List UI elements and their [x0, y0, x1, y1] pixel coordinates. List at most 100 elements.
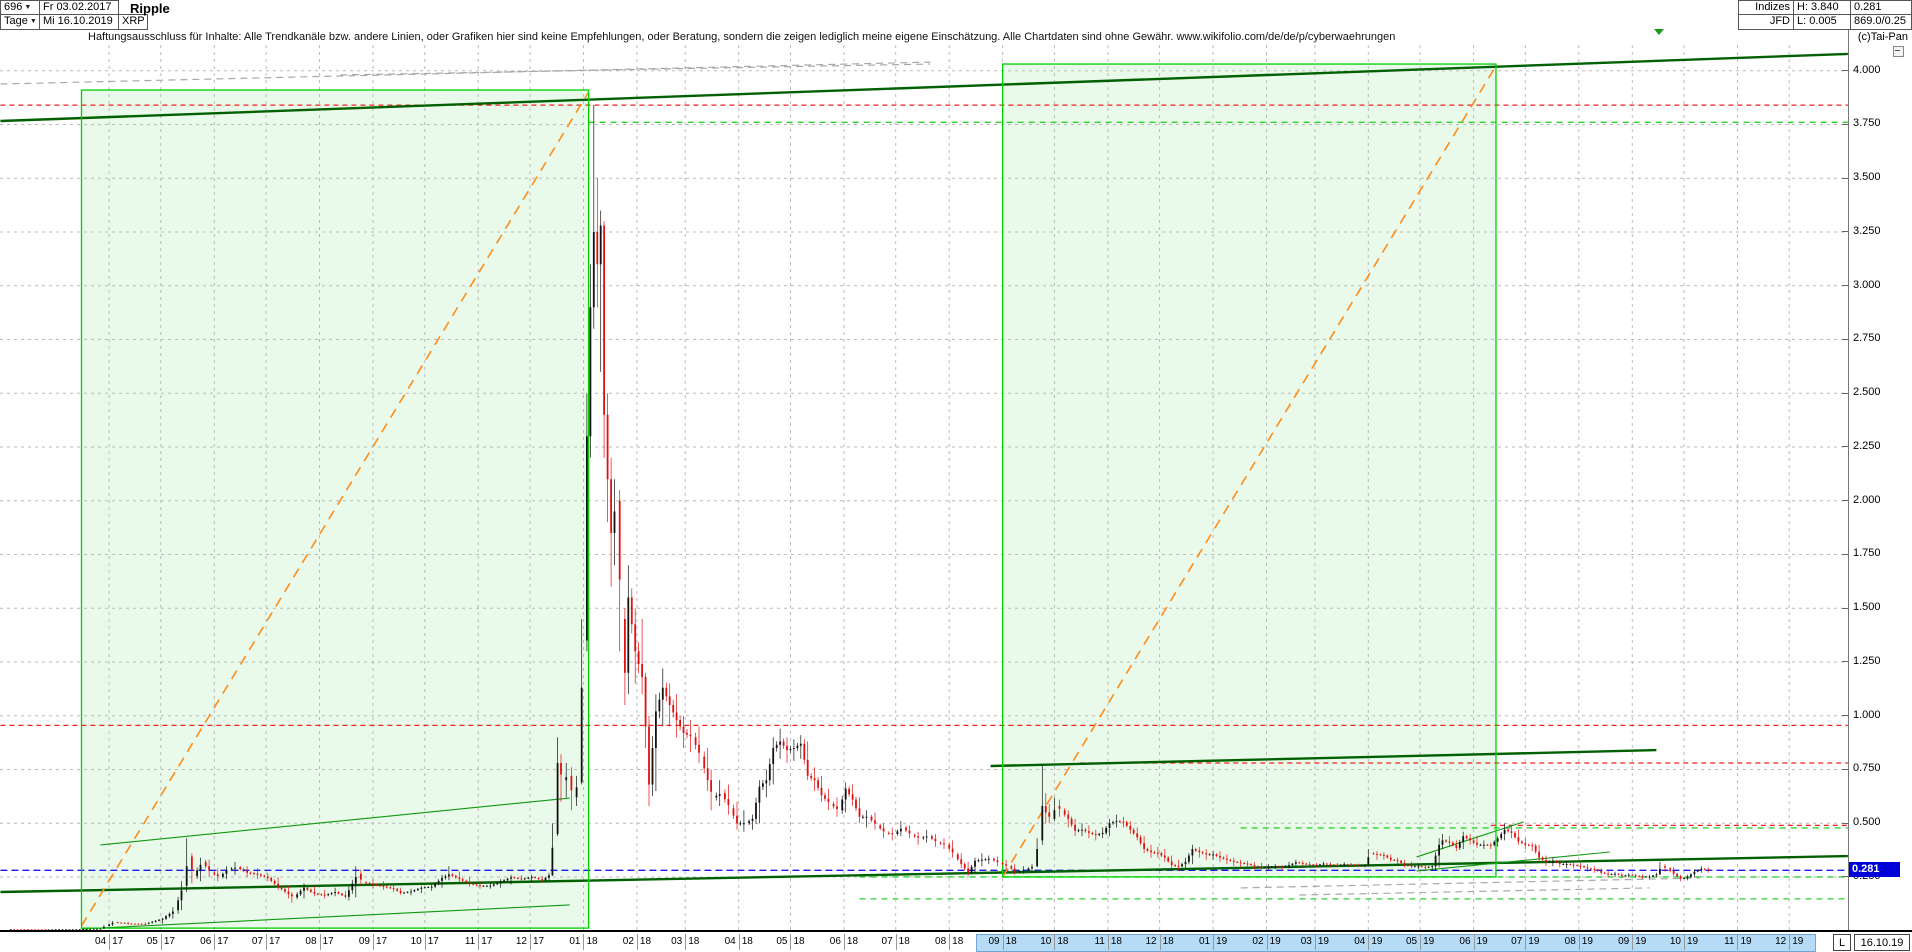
bars-count-dropdown[interactable]: 696 ▼ — [0, 0, 40, 15]
y-axis-label: 2.000 — [1853, 493, 1881, 506]
x-axis-month: 12 — [1145, 936, 1157, 947]
y-axis-tick — [1842, 822, 1848, 824]
x-axis-tick — [685, 934, 687, 950]
x-axis-year: 17 — [532, 936, 545, 947]
last-date-box: 16.10.19 — [1854, 934, 1910, 951]
x-axis-tick — [790, 934, 792, 950]
x-axis-tick — [214, 934, 216, 950]
x-axis-year: 19 — [1792, 936, 1804, 947]
y-axis-tick — [1842, 768, 1848, 770]
x-axis-month: 07 — [251, 936, 264, 947]
x-axis-year: 18 — [586, 936, 598, 947]
x-axis-tick — [1314, 934, 1316, 950]
x-axis-tick — [1684, 934, 1685, 950]
current-price-badge: 0.281 — [1849, 862, 1900, 878]
x-axis-month: 06 — [200, 936, 212, 947]
x-axis-year: 19 — [1528, 936, 1540, 947]
x-axis-year: 18 — [1057, 936, 1069, 947]
y-axis-label: 3.750 — [1853, 117, 1881, 130]
x-axis-year: 18 — [1162, 936, 1174, 947]
x-axis-year: 17 — [269, 936, 281, 947]
x-axis-month: 06 — [1459, 936, 1471, 947]
period-dropdown[interactable]: Tage ▼ — [0, 14, 40, 30]
y-axis-tick — [1842, 231, 1848, 233]
y-axis-label: 1.500 — [1853, 601, 1881, 614]
x-axis-month: 05 — [776, 936, 788, 947]
x-axis-year: 19 — [1371, 936, 1383, 947]
y-axis-label: 3.500 — [1853, 171, 1881, 184]
x-axis-tick — [1213, 934, 1215, 950]
x-axis-tick — [1578, 934, 1580, 950]
x-axis-tick — [1420, 934, 1422, 950]
y-axis-tick — [1842, 338, 1848, 340]
x-axis-month: 11 — [1094, 936, 1105, 947]
y-axis-tick — [1842, 715, 1848, 717]
x-axis-year: 18 — [846, 936, 859, 947]
y-axis-label: 1.750 — [1853, 547, 1881, 560]
scroll-down-icon[interactable] — [1654, 29, 1664, 35]
x-axis-month: 11 — [464, 936, 476, 947]
x-axis-year: 19 — [1740, 936, 1752, 947]
x-axis-tick — [843, 934, 845, 950]
x-axis-year: 19 — [1216, 936, 1228, 947]
trend-line-grn — [81, 904, 570, 930]
x-axis-month: 01 — [569, 936, 581, 947]
y-axis-label: 2.250 — [1853, 439, 1881, 452]
trend-line-orange — [1001, 65, 1497, 878]
broker-cell: JFD — [1738, 14, 1794, 30]
x-axis-month: 08 — [305, 936, 317, 947]
x-axis-year: 18 — [1005, 936, 1017, 947]
x-axis-tick — [424, 934, 426, 950]
x-axis-month: 05 — [146, 936, 158, 947]
x-axis-month: 01 — [1198, 936, 1211, 947]
x-axis-tick — [1107, 934, 1109, 950]
x-axis-month: 09 — [358, 936, 370, 947]
x-axis-year: 19 — [1317, 936, 1329, 947]
last-bar-marker: L — [1833, 934, 1851, 951]
price-chart-canvas[interactable] — [0, 45, 1848, 930]
x-axis-tick — [478, 934, 480, 950]
x-axis-tick — [1266, 934, 1268, 950]
symbol-cell: XRP — [118, 14, 148, 30]
x-axis-month: 03 — [671, 936, 683, 947]
trend-line-dkg — [990, 748, 1657, 768]
y-axis-label: 0.750 — [1853, 762, 1881, 775]
x-axis-tick — [319, 934, 321, 950]
x-axis-tick — [109, 934, 111, 950]
x-axis-year: 19 — [1687, 936, 1699, 947]
y-axis-tick — [1842, 876, 1848, 878]
last-price-cell: 0.281 — [1850, 0, 1912, 15]
x-axis-year: 18 — [688, 936, 700, 947]
y-axis-tick — [1842, 177, 1848, 179]
chevron-down-icon: ▼ — [24, 4, 32, 11]
y-axis-tick — [1842, 553, 1848, 555]
x-axis-year: 18 — [898, 936, 910, 947]
x-axis-month: 04 — [1354, 936, 1366, 947]
start-date-cell: Fr 03.02.2017 — [39, 0, 119, 15]
x-axis-year: 18 — [639, 936, 652, 947]
chevron-down-icon: ▼ — [29, 18, 37, 25]
x-axis-month: 11 — [1724, 936, 1735, 947]
trend-line-grn — [100, 797, 570, 846]
y-axis-tick — [1842, 392, 1848, 394]
x-axis-month: 02 — [622, 936, 634, 947]
x-axis-month: 09 — [1618, 936, 1630, 947]
trend-channel-border — [1001, 63, 1497, 878]
y-axis-tick — [1842, 607, 1848, 609]
minimize-panel-button[interactable] — [1893, 46, 1904, 57]
disclaimer-text: Haftungsausschluss für Inhalte: Alle Tre… — [88, 31, 1396, 43]
x-axis-month: 05 — [1405, 936, 1418, 947]
x-axis-month: 08 — [1564, 936, 1576, 947]
trend-line-grn — [1416, 851, 1610, 872]
page-title: Ripple — [130, 1, 170, 16]
y-axis-tick — [1842, 123, 1848, 125]
copyright-label: (c)Tai-Pan — [1857, 31, 1908, 43]
y-axis-label: 0.500 — [1853, 816, 1881, 829]
x-axis-year: 17 — [163, 936, 175, 947]
trend-line-dkg — [0, 854, 1848, 894]
x-axis-tick — [1632, 934, 1634, 950]
y-axis-label: 1.000 — [1853, 708, 1881, 721]
y-axis-label: 2.750 — [1853, 332, 1881, 345]
x-axis-tick — [1525, 934, 1527, 950]
candle-bodies-down — [13, 225, 1710, 930]
